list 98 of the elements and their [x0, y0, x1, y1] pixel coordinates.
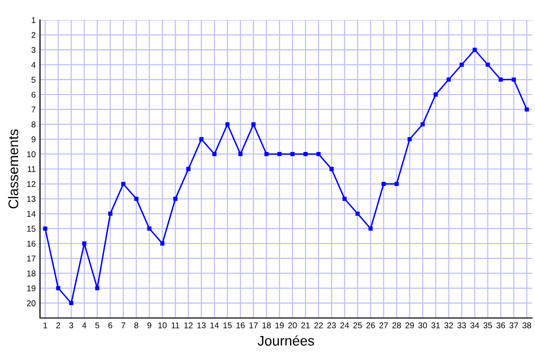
- y-tick-label: 2: [32, 32, 36, 38]
- point: [173, 196, 178, 201]
- y-tick-label: 3: [32, 47, 36, 53]
- y-tick-label: 4: [31, 62, 36, 68]
- point: [147, 226, 152, 231]
- point: [408, 137, 412, 142]
- point: [238, 152, 243, 156]
- x-tick-label: 37: [509, 322, 518, 328]
- point: [434, 92, 438, 97]
- x-tick-label: 14: [210, 322, 219, 328]
- y-tick-label: 6: [32, 92, 36, 98]
- x-tick-label: 6: [108, 322, 112, 328]
- x-tick-label: 36: [496, 322, 506, 328]
- x-tick-label: 19: [275, 322, 284, 328]
- point: [342, 196, 347, 201]
- point: [290, 152, 295, 156]
- x-tick-label: 33: [457, 322, 466, 328]
- x-tick-label: 15: [223, 322, 232, 328]
- y-tick-label: 15: [27, 226, 36, 232]
- point: [212, 152, 216, 156]
- x-tick-label: 23: [327, 322, 336, 328]
- x-tick-label: 9: [147, 322, 152, 328]
- y-axis-title: Classements: [8, 129, 18, 208]
- point: [199, 137, 204, 142]
- x-tick-label: 13: [197, 322, 206, 328]
- point: [446, 78, 451, 82]
- point: [394, 182, 399, 186]
- x-tick-label: 21: [301, 322, 310, 328]
- x-tick-label: 24: [340, 322, 349, 328]
- x-tick-label: 34: [470, 322, 480, 328]
- point: [108, 212, 112, 216]
- point: [316, 152, 321, 156]
- x-tick-label: 32: [444, 322, 453, 328]
- point: [329, 166, 334, 172]
- x-tick-label: 8: [134, 322, 138, 328]
- point: [512, 78, 516, 82]
- y-tick-label: 8: [32, 122, 36, 128]
- point: [95, 286, 100, 290]
- x-tick-label: 11: [172, 322, 180, 328]
- x-tick-label: 18: [262, 322, 271, 328]
- point: [225, 122, 230, 126]
- y-tick-label: 18: [27, 270, 36, 276]
- y-tick-label: 10: [27, 151, 36, 158]
- y-tick-label: 19: [27, 285, 36, 292]
- x-tick-label: 12: [184, 322, 193, 328]
- point: [134, 196, 138, 201]
- x-tick-label: 5: [95, 322, 100, 328]
- y-tick-label: 5: [32, 76, 36, 83]
- point: [121, 182, 126, 186]
- point: [69, 301, 74, 306]
- point: [277, 152, 282, 156]
- x-tick-label: 30: [418, 322, 427, 328]
- x-tick-label: 16: [236, 322, 245, 328]
- y-tick-label: 1: [32, 17, 36, 24]
- x-tick-label: 38: [522, 322, 532, 328]
- y-tick-label: 20: [26, 300, 36, 306]
- y-tick-label: 13: [27, 196, 36, 202]
- point: [56, 286, 60, 290]
- y-tick-label: 11: [28, 166, 36, 172]
- point: [264, 152, 269, 156]
- x-tick-label: 7: [121, 322, 126, 328]
- x-tick-label: 35: [483, 322, 492, 328]
- x-tick-label: 20: [288, 322, 297, 328]
- point: [382, 182, 386, 186]
- y-tick-label: 17: [27, 256, 36, 262]
- x-axis-title: Journées: [258, 335, 314, 346]
- point: [524, 107, 529, 112]
- point: [186, 166, 190, 172]
- y-tick-label: 16: [27, 240, 36, 247]
- x-tick-label: 17: [249, 322, 258, 328]
- y-tick-label: 14: [27, 210, 36, 217]
- x-tick-label: 28: [392, 322, 401, 328]
- y-tick-label: 7: [32, 106, 36, 112]
- point: [356, 212, 360, 216]
- x-tick-label: 3: [69, 322, 74, 328]
- point: [82, 241, 86, 246]
- x-tick-label: 31: [431, 322, 440, 328]
- x-tick-label: 4: [82, 322, 86, 328]
- x-tick-label: 1: [44, 322, 48, 328]
- point: [251, 122, 256, 126]
- point: [160, 241, 164, 246]
- y-tick-label: 12: [27, 181, 36, 187]
- x-tick-label: 2: [56, 322, 60, 328]
- point: [43, 226, 48, 231]
- x-tick-label: 27: [379, 322, 388, 328]
- point: [303, 152, 308, 156]
- x-tick-label: 10: [158, 322, 167, 328]
- point: [472, 48, 477, 52]
- point: [460, 62, 464, 67]
- x-tick-label: 26: [366, 322, 375, 328]
- x-tick-label: 25: [353, 322, 362, 328]
- point: [368, 226, 373, 231]
- point: [486, 62, 490, 67]
- x-tick-label: 22: [314, 322, 323, 328]
- y-tick-label: 9: [32, 136, 36, 142]
- x-tick-label: 29: [405, 322, 414, 328]
- point: [420, 122, 425, 126]
- point: [498, 78, 503, 82]
